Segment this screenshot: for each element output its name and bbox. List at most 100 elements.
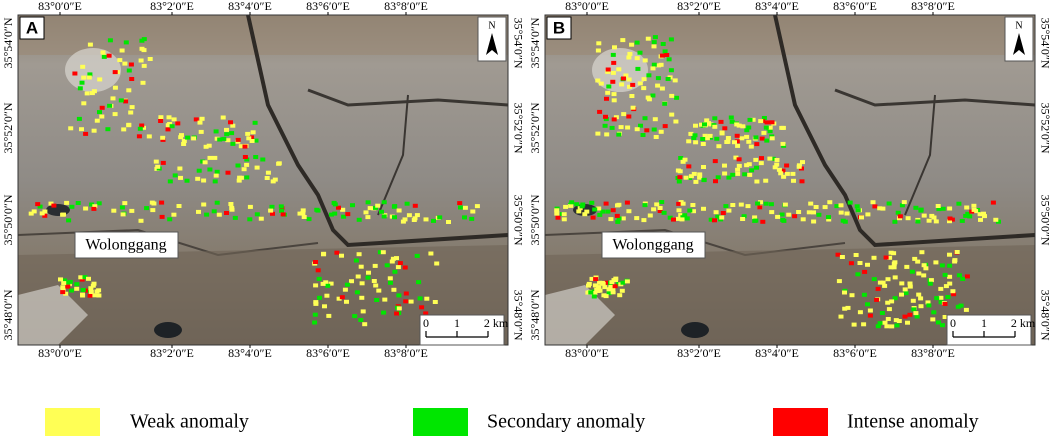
anomaly-pixel xyxy=(432,300,438,304)
anomaly-pixel xyxy=(769,120,775,125)
anomaly-pixel xyxy=(690,203,696,207)
anomaly-pixel xyxy=(659,86,665,91)
anomaly-pixel xyxy=(899,292,904,297)
anomaly-pixel xyxy=(630,105,636,110)
anomaly-pixel xyxy=(947,252,952,257)
anomaly-pixel xyxy=(640,133,646,137)
anomaly-pixel xyxy=(816,212,822,217)
anomaly-pixel xyxy=(62,278,68,283)
anomaly-pixel xyxy=(894,323,900,328)
anomaly-pixel xyxy=(942,272,948,277)
anomaly-pixel xyxy=(930,317,936,322)
anomaly-pixel xyxy=(87,42,93,47)
anomaly-pixel xyxy=(141,63,147,68)
anomaly-pixel xyxy=(306,217,312,222)
anomaly-pixel xyxy=(119,205,125,210)
anomaly-pixel xyxy=(589,200,595,205)
anomaly-pixel xyxy=(669,112,675,117)
anomaly-pixel xyxy=(799,179,805,184)
anomaly-pixel xyxy=(416,280,422,285)
anomaly-pixel xyxy=(179,133,184,138)
anomaly-pixel xyxy=(406,213,412,218)
anomaly-pixel xyxy=(373,283,379,288)
anomaly-pixel xyxy=(916,271,922,276)
anomaly-pixel xyxy=(555,215,561,220)
snow-peak xyxy=(65,48,121,92)
anomaly-pixel xyxy=(971,203,977,208)
anomaly-pixel xyxy=(734,133,740,138)
anomaly-pixel xyxy=(940,323,945,328)
anomaly-pixel xyxy=(903,291,909,296)
anomaly-pixel xyxy=(358,318,364,322)
anomaly-pixel xyxy=(596,285,602,290)
anomaly-pixel xyxy=(772,165,778,170)
anomaly-pixel xyxy=(874,297,880,302)
anomaly-pixel xyxy=(752,215,758,220)
anomaly-pixel xyxy=(270,211,275,216)
anomaly-pixel xyxy=(106,53,112,58)
anomaly-pixel xyxy=(324,293,330,298)
river xyxy=(377,94,409,216)
anomaly-pixel xyxy=(381,200,387,205)
anomaly-pixel xyxy=(655,83,661,88)
anomaly-pixel xyxy=(99,114,105,119)
anomaly-pixel xyxy=(645,36,651,41)
north-arrow xyxy=(486,33,498,55)
anomaly-pixel xyxy=(158,119,164,123)
anomaly-pixel xyxy=(126,88,132,93)
anomaly-pixel xyxy=(80,293,86,298)
anomaly-pixel xyxy=(753,157,759,162)
anomaly-pixel xyxy=(954,250,960,254)
anomaly-pixel xyxy=(641,218,647,223)
anomaly-pixel xyxy=(74,286,80,291)
anomaly-pixel xyxy=(887,255,893,260)
anomaly-pixel xyxy=(778,171,784,176)
anomaly-pixel xyxy=(201,202,207,207)
anomaly-pixel xyxy=(668,37,674,42)
longitude-label: 83°6′0″E xyxy=(306,0,350,13)
anomaly-pixel xyxy=(408,299,414,304)
anomaly-pixel xyxy=(149,200,155,205)
anomaly-pixel xyxy=(167,122,173,126)
anomaly-pixel xyxy=(414,253,420,258)
longitude-label: 83°6′0″E xyxy=(833,0,877,13)
anomaly-pixel xyxy=(679,217,685,222)
anomaly-pixel xyxy=(855,272,861,277)
lake xyxy=(681,322,709,338)
anomaly-pixel xyxy=(359,281,365,286)
anomaly-pixel xyxy=(871,255,877,260)
anomaly-pixel xyxy=(712,218,717,223)
anomaly-pixel xyxy=(732,140,737,145)
latitude-label: 35°54′0″N xyxy=(511,17,525,68)
panel-label: A xyxy=(26,18,38,37)
anomaly-pixel xyxy=(774,158,780,162)
anomaly-pixel xyxy=(700,142,706,146)
anomaly-pixel xyxy=(392,204,398,209)
anomaly-pixel xyxy=(746,125,752,130)
anomaly-pixel xyxy=(963,307,969,312)
anomaly-pixel xyxy=(657,209,663,213)
anomaly-pixel xyxy=(938,300,944,305)
anomaly-pixel xyxy=(861,322,867,327)
longitude-label: 83°0′0″E xyxy=(38,346,82,360)
anomaly-pixel xyxy=(602,123,608,128)
anomaly-pixel xyxy=(166,115,172,120)
anomaly-pixel xyxy=(911,307,917,312)
anomaly-pixel xyxy=(775,214,781,219)
anomaly-pixel xyxy=(753,135,759,140)
anomaly-pixel xyxy=(899,281,905,286)
anomaly-pixel xyxy=(875,286,881,291)
anomaly-pixel xyxy=(323,280,329,285)
lake xyxy=(46,204,70,216)
longitude-label: 83°0′0″E xyxy=(565,0,609,13)
anomaly-pixel xyxy=(341,214,347,219)
anomaly-pixel xyxy=(888,250,894,255)
anomaly-pixel xyxy=(242,155,248,159)
anomaly-pixel xyxy=(859,215,864,220)
anomaly-pixel xyxy=(597,212,603,217)
anomaly-pixel xyxy=(763,125,769,130)
anomaly-pixel xyxy=(767,125,773,130)
anomaly-pixel xyxy=(744,128,750,133)
anomaly-pixel xyxy=(686,164,692,169)
